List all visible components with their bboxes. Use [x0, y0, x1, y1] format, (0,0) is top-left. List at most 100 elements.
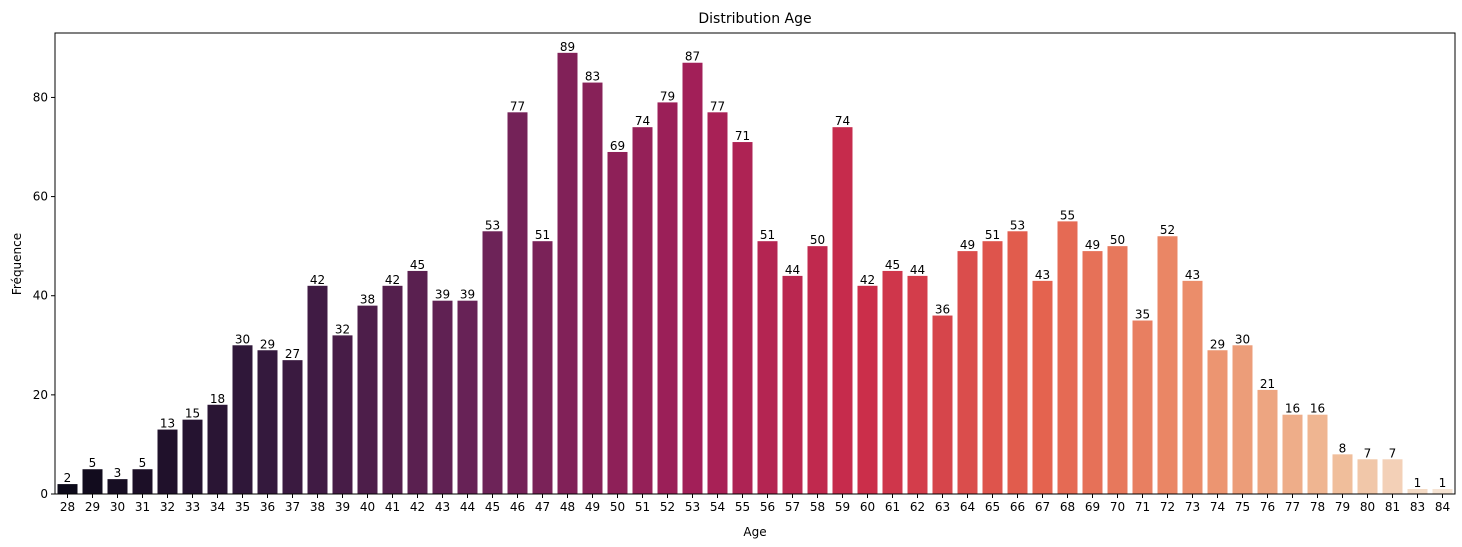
bar-value-label: 16: [1310, 402, 1325, 416]
bar-value-label: 39: [435, 288, 450, 302]
bar-value-label: 5: [139, 456, 147, 470]
bar: [207, 404, 228, 494]
bar-value-label: 1: [1414, 476, 1422, 490]
x-tick-label: 28: [60, 500, 75, 514]
bar: [82, 469, 103, 494]
bar-value-label: 43: [1035, 268, 1050, 282]
x-tick-label: 42: [410, 500, 425, 514]
bar: [807, 246, 828, 494]
x-axis-label: Age: [743, 525, 766, 539]
bar: [707, 112, 728, 494]
bar: [907, 275, 928, 494]
y-axis-label: Fréquence: [10, 233, 24, 295]
bars-group: [57, 52, 1453, 495]
bar: [932, 315, 953, 494]
bar-value-label: 42: [860, 273, 875, 287]
bar: [1232, 345, 1253, 494]
x-tick-label: 32: [160, 500, 175, 514]
bar-value-label: 21: [1260, 377, 1275, 391]
bar-value-label: 51: [985, 228, 1000, 242]
x-tick-label: 67: [1035, 500, 1050, 514]
bar-value-label: 44: [910, 263, 925, 277]
bar-value-label: 79: [660, 89, 675, 103]
bar-value-label: 74: [635, 114, 650, 128]
bar-value-label: 2: [64, 471, 72, 485]
x-tick-label: 58: [810, 500, 825, 514]
bar: [132, 469, 153, 494]
plot-frame: [54, 32, 1456, 495]
x-tick-label: 72: [1160, 500, 1175, 514]
x-tick-label: 75: [1235, 500, 1250, 514]
bar-value-label: 13: [160, 417, 175, 431]
x-tick-label: 30: [110, 500, 125, 514]
bar-value-label: 55: [1060, 208, 1075, 222]
bar-value-label: 30: [235, 332, 250, 346]
y-axis-ticks: 0 20 40 60 80: [33, 90, 55, 501]
bar: [1132, 320, 1153, 494]
bar: [682, 62, 703, 495]
bar-value-label: 35: [1135, 308, 1150, 322]
bar: [482, 231, 503, 494]
bar: [1207, 350, 1228, 494]
x-tick-label: 52: [660, 500, 675, 514]
bar: [607, 151, 628, 494]
x-tick-label: 71: [1135, 500, 1150, 514]
bar: [282, 360, 303, 494]
chart-title: Distribution Age: [698, 11, 811, 27]
bar: [507, 112, 528, 494]
bar: [1082, 251, 1103, 494]
bar-value-label: 53: [485, 218, 500, 232]
bar-value-label: 49: [960, 238, 975, 252]
x-tick-label: 46: [510, 500, 525, 514]
bar: [1157, 236, 1178, 495]
bar-value-label: 43: [1185, 268, 1200, 282]
x-tick-label: 53: [685, 500, 700, 514]
bar: [957, 251, 978, 494]
bar-value-label: 32: [335, 322, 350, 336]
bar: [832, 127, 853, 495]
x-tick-label: 66: [1010, 500, 1025, 514]
bar-value-label: 50: [810, 233, 825, 247]
x-tick-label: 56: [760, 500, 775, 514]
bar-value-label: 7: [1389, 446, 1397, 460]
bar-value-label: 77: [710, 99, 725, 113]
x-tick-label: 43: [435, 500, 450, 514]
bar-value-label: 39: [460, 288, 475, 302]
x-tick-label: 34: [210, 500, 225, 514]
x-tick-label: 78: [1310, 500, 1325, 514]
bar-value-label: 27: [285, 347, 300, 361]
bar: [357, 305, 378, 494]
x-tick-label: 51: [635, 500, 650, 514]
bar: [1007, 231, 1028, 494]
x-tick-label: 77: [1285, 500, 1300, 514]
bar-value-label: 7: [1364, 446, 1372, 460]
bar-value-label: 77: [510, 99, 525, 113]
bar-value-label: 38: [360, 293, 375, 307]
bar: [307, 285, 328, 494]
bar-value-label: 45: [885, 258, 900, 272]
bar: [657, 102, 678, 495]
bar: [1057, 221, 1078, 494]
bar-value-label: 87: [685, 50, 700, 64]
bar: [582, 82, 603, 494]
bar: [757, 241, 778, 494]
bar: [457, 300, 478, 494]
bar: [782, 275, 803, 494]
x-tick-label: 84: [1435, 500, 1450, 514]
x-axis-ticks: 28 29 30 31 32 33 34 35 36 37 38 39 40 41 42 43 44 45 46 47…: [60, 494, 1450, 514]
y-tick-label: 20: [33, 388, 48, 402]
x-tick-label: 45: [485, 500, 500, 514]
x-tick-label: 49: [585, 500, 600, 514]
bar-value-label: 30: [1235, 332, 1250, 346]
x-tick-label: 76: [1260, 500, 1275, 514]
bar-value-label: 15: [185, 407, 200, 421]
x-tick-label: 81: [1385, 500, 1400, 514]
bar-value-label: 42: [310, 273, 325, 287]
bar: [257, 350, 278, 494]
bar: [232, 345, 253, 494]
bar-value-label: 53: [1010, 218, 1025, 232]
bar-value-label: 16: [1285, 402, 1300, 416]
x-tick-label: 61: [885, 500, 900, 514]
bar: [1107, 246, 1128, 494]
